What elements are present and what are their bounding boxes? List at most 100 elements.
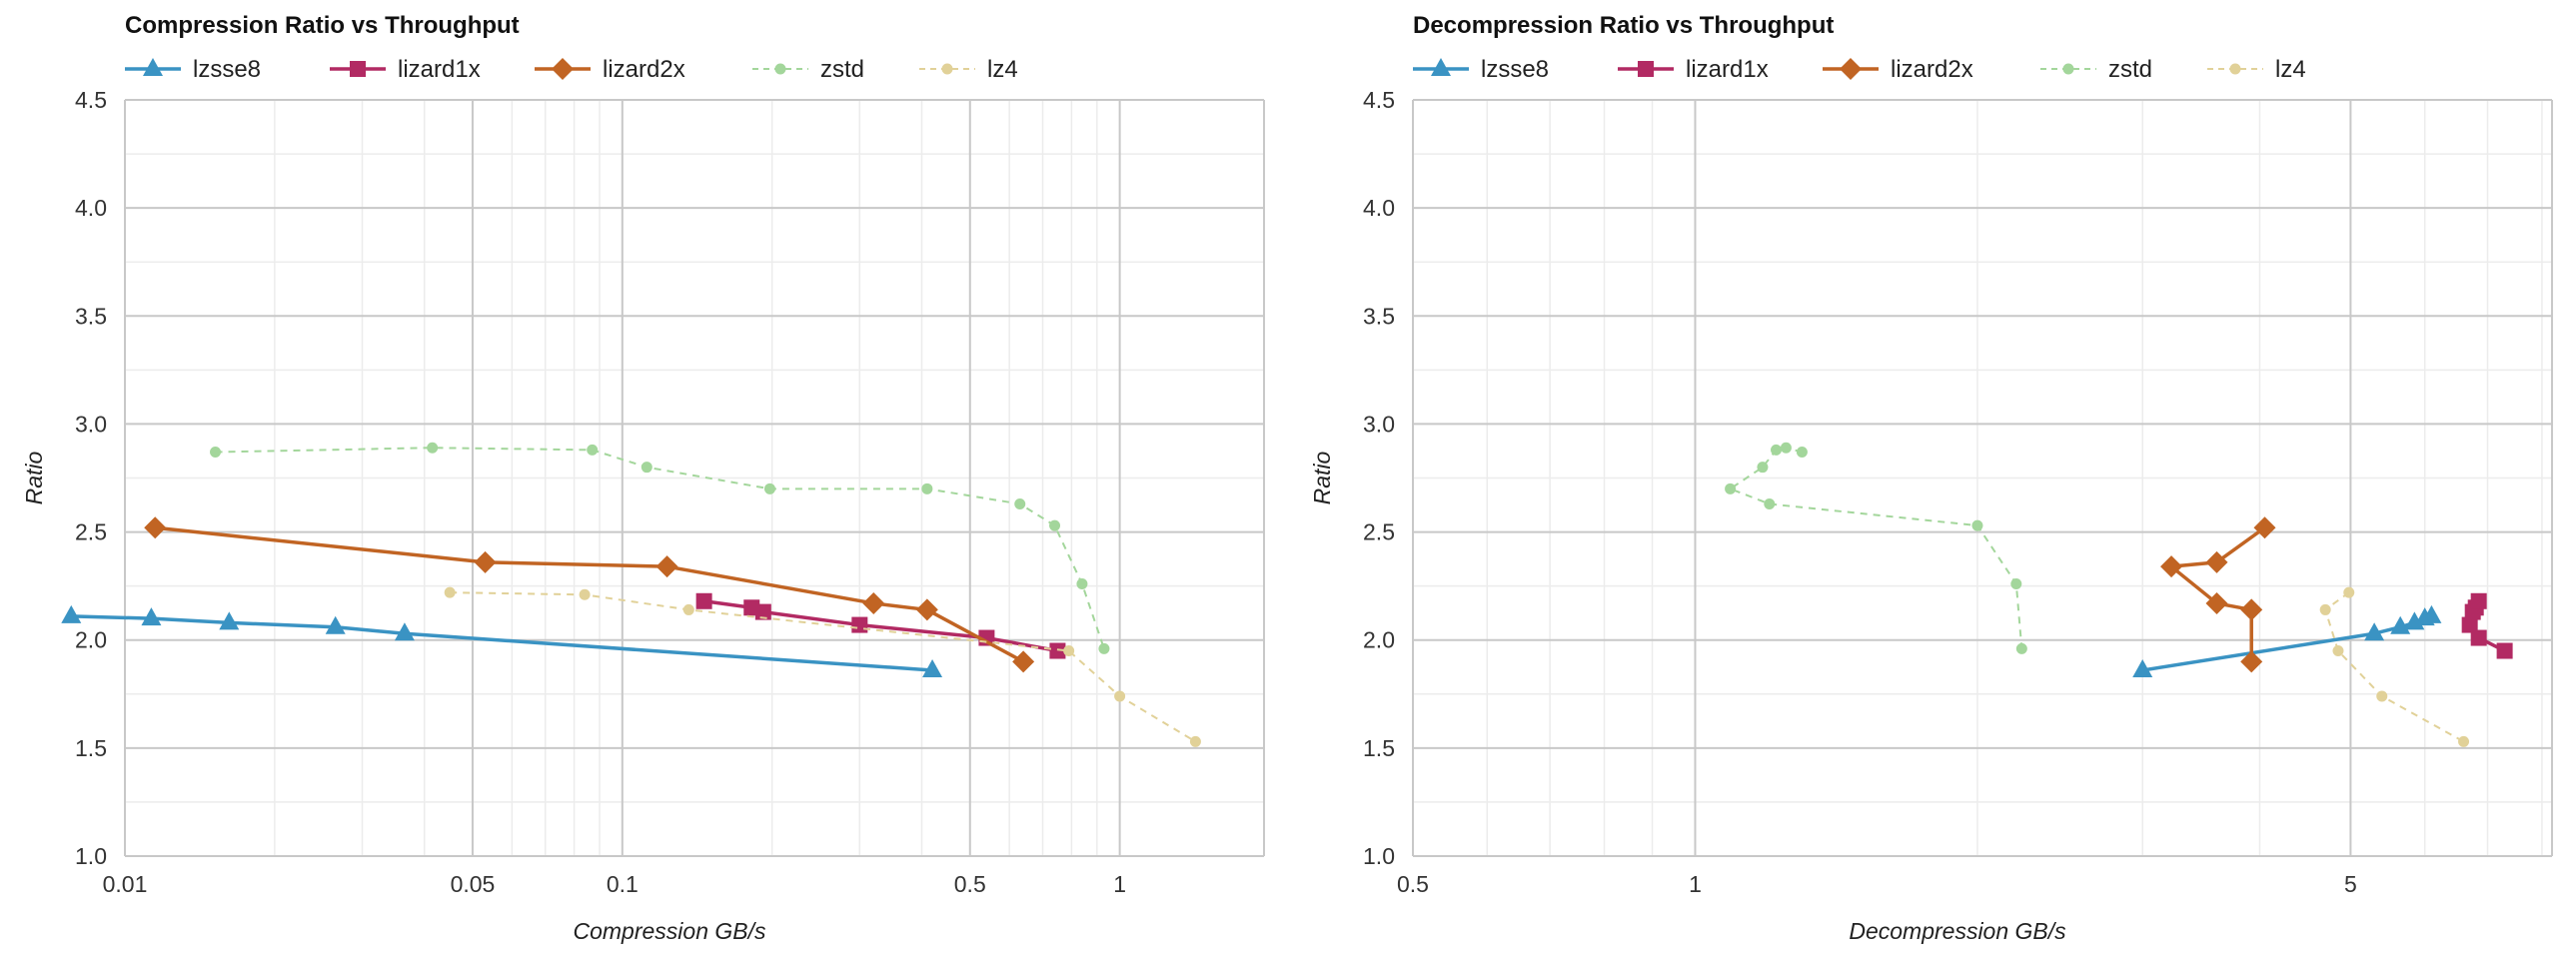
chart-title: Decompression Ratio vs Throughput xyxy=(1413,12,1835,39)
lizard2x-point xyxy=(2240,598,2263,621)
zstd-point xyxy=(210,447,222,459)
lizard1x-point xyxy=(2470,592,2487,609)
lz4-point xyxy=(1114,690,1126,702)
zstd-point xyxy=(2015,642,2027,654)
y-tick-label: 3.0 xyxy=(75,411,107,437)
legend-label: lz4 xyxy=(987,56,1018,83)
lzsse8-line xyxy=(2141,614,2432,672)
lizard2x-point xyxy=(655,555,678,578)
lizard1x-point xyxy=(2461,616,2478,633)
lzsse8-point xyxy=(141,607,162,626)
legend-item-lzsse8: lzsse8 xyxy=(125,56,261,83)
lizard2x-point xyxy=(2253,516,2276,539)
x-tick-label: 0.5 xyxy=(1397,871,1429,897)
zstd-point xyxy=(763,482,775,494)
lzsse8-point xyxy=(922,658,943,677)
series-lizard2x xyxy=(2160,516,2276,673)
y-tick-label: 4.5 xyxy=(1363,87,1395,113)
legend-marker xyxy=(941,63,953,75)
legend-item-lizard1x: lizard1x xyxy=(330,56,481,83)
x-tick-label: 5 xyxy=(2344,871,2357,897)
series-lz4 xyxy=(444,586,1201,747)
legend-item-lizard1x: lizard1x xyxy=(1618,56,1769,83)
series-lizard1x xyxy=(2461,592,2513,659)
x-tick-label: 0.5 xyxy=(954,871,986,897)
y-tick-label: 1.5 xyxy=(1363,735,1395,761)
legend-label: lz4 xyxy=(2275,56,2306,83)
legend-marker xyxy=(552,58,574,80)
lz4-point xyxy=(2332,645,2344,657)
lz4-point xyxy=(682,603,694,615)
lizard2x-point xyxy=(915,598,938,621)
legend-marker xyxy=(2229,63,2241,75)
lz4-line xyxy=(450,591,1196,743)
lizard1x-point xyxy=(2496,642,2513,659)
x-axis-label: Decompression GB/s xyxy=(1849,918,2066,944)
y-tick-label: 1.0 xyxy=(1363,843,1395,869)
legend-marker xyxy=(774,63,786,75)
legend-item-lzsse8: lzsse8 xyxy=(1413,56,1549,83)
legend-marker xyxy=(143,58,163,76)
lzsse8-point xyxy=(325,615,346,634)
y-tick-label: 1.5 xyxy=(75,735,107,761)
series-zstd xyxy=(210,442,1110,654)
series-zstd xyxy=(1725,442,2027,654)
lizard2x-point xyxy=(862,591,885,614)
x-tick-label: 0.05 xyxy=(451,871,496,897)
x-axis-label: Compression GB/s xyxy=(573,918,766,944)
legend-marker xyxy=(1840,58,1862,80)
lizard2x-point xyxy=(2205,591,2228,614)
lizard2x-line xyxy=(155,525,1024,663)
grid xyxy=(124,99,1265,857)
x-tick-label: 1 xyxy=(1113,871,1126,897)
legend-label: lizard1x xyxy=(398,56,481,83)
legend-label: lizard1x xyxy=(1686,56,1769,83)
zstd-point xyxy=(921,482,933,494)
y-axis-label: Ratio xyxy=(1309,451,1335,504)
lz4-point xyxy=(444,586,456,598)
zstd-point xyxy=(1796,447,1808,459)
lizard1x-point xyxy=(695,592,712,609)
zstd-point xyxy=(587,444,599,456)
decompression-chart-panel: Decompression Ratio vs Throughput 1.0 1.5… xyxy=(1288,0,2576,965)
zstd-point xyxy=(2010,577,2022,589)
compression-chart-panel: Compression Ratio vs Throughput 1.0 1.5 2.… xyxy=(21,12,1265,944)
legend: lzsse8 lizard1x lizard2x zstd lz4 xyxy=(1413,56,2306,83)
legend-marker xyxy=(1431,58,1451,76)
y-tick-label: 2.5 xyxy=(1363,519,1395,545)
lzsse8-point xyxy=(219,611,240,630)
zstd-line xyxy=(215,447,1105,649)
lizard1x-point xyxy=(2470,629,2487,646)
legend-label: zstd xyxy=(820,56,864,83)
lzsse8-point xyxy=(2132,658,2153,677)
y-tick-label: 4.0 xyxy=(75,195,107,221)
legend-item-lizard2x: lizard2x xyxy=(1823,56,1973,83)
lz4-point xyxy=(2319,603,2331,615)
compression-chart: 1.0 1.5 2.0 2.5 3.0 3.5 4.0 4.5 0.01 0.05 0.1 0.5 1 C… xyxy=(21,56,1265,944)
series-lzsse8 xyxy=(61,604,943,677)
zstd-point xyxy=(1780,442,1792,454)
zstd-point xyxy=(1014,497,1026,509)
legend-label: zstd xyxy=(2108,56,2152,83)
lz4-point xyxy=(579,588,591,600)
series-lzsse8 xyxy=(2132,604,2442,677)
lizard1x-point xyxy=(1049,642,1066,659)
y-tick-label: 3.0 xyxy=(1363,411,1395,437)
zstd-point xyxy=(1098,642,1110,654)
lizard2x-point xyxy=(2205,550,2228,573)
lizard2x-point xyxy=(474,550,497,573)
y-tick-label: 2.0 xyxy=(75,627,107,653)
zstd-point xyxy=(1971,519,1983,531)
series-lz4 xyxy=(2319,586,2470,747)
legend-marker xyxy=(1638,61,1654,77)
lz4-point xyxy=(2376,690,2388,702)
legend-label: lizard2x xyxy=(603,56,685,83)
lzsse8-point xyxy=(2421,604,2442,623)
y-tick-label: 3.5 xyxy=(75,303,107,329)
series-lizard2x xyxy=(144,516,1035,673)
y-tick-label: 1.0 xyxy=(75,843,107,869)
zstd-point xyxy=(1771,444,1783,456)
lz4-point xyxy=(2458,735,2470,747)
y-tick-label: 4.5 xyxy=(75,87,107,113)
chart-title: Compression Ratio vs Throughput xyxy=(125,12,520,39)
